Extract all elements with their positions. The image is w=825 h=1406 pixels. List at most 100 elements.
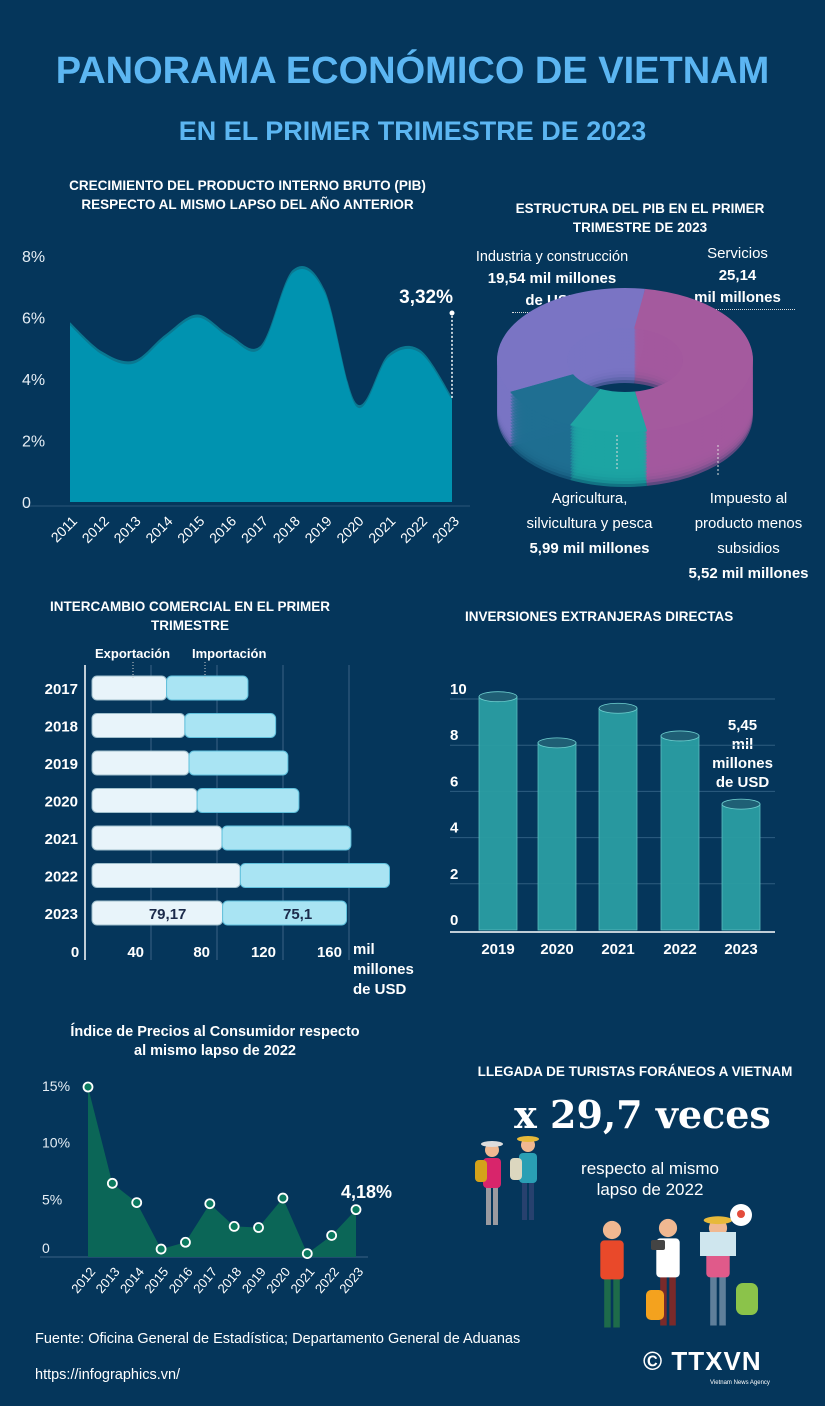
trade-year-label: 2017: [45, 681, 78, 698]
cpi-point: [204, 1198, 216, 1210]
annotation-line: de USD: [715, 774, 770, 791]
trade-xtick: 40: [127, 944, 144, 961]
gdp-xtick: 2022: [397, 513, 430, 546]
fdi-xtick: 2022: [663, 941, 696, 958]
donut-slice: [570, 388, 648, 432]
export-bar: [91, 825, 223, 851]
cpi-ytick: 0: [42, 1240, 50, 1256]
cpi-xtick: 2012: [68, 1264, 98, 1296]
location-pin-dot: [737, 1210, 745, 1218]
trade-year-label: 2022: [45, 869, 78, 886]
import-bar: [239, 863, 390, 888]
gdp-structure-title: ESTRUCTURA DEL PIB EN EL PRIMER TRIMESTR…: [480, 199, 800, 237]
fdi-ytick: 10: [450, 681, 467, 698]
gdp-xtick: 2014: [142, 513, 175, 546]
cpi-chart-title: Índice de Precios al Consumidor respecto…: [20, 1023, 410, 1061]
page-subtitle: EN EL PRIMER TRIMESTRE DE 2023: [178, 116, 647, 146]
trade-title-line: TRIMESTRE: [150, 618, 229, 633]
label-industria: Industria y construcción 19,54 mil millo…: [462, 246, 642, 313]
unit-line: millones: [353, 961, 414, 978]
slice-value: mil millones: [680, 287, 795, 310]
trade-xtick: 80: [193, 944, 210, 961]
logo-subtitle: Vietnam News Agency: [710, 1380, 770, 1386]
tourist-body: [519, 1153, 537, 1183]
fdi-chart-title: INVERSIONES EXTRANJERAS DIRECTAS: [465, 609, 734, 624]
tourist-leg: [529, 1180, 534, 1220]
cpi-xtick: 2014: [117, 1264, 147, 1296]
cpi-point: [106, 1177, 118, 1189]
suitcase-icon: [736, 1283, 758, 1315]
cpi-annotation: 4,18%: [341, 1182, 392, 1202]
tourist-body: [600, 1240, 624, 1280]
suitcase-icon: [646, 1290, 664, 1320]
gdp-xtick: 2019: [301, 513, 334, 546]
cpi-xtick: 2023: [336, 1264, 366, 1296]
trade-year-label: 2018: [45, 719, 78, 736]
export-bar: [91, 713, 186, 738]
label-impuesto: Impuesto al producto menos subsidios 5,5…: [676, 486, 821, 586]
cpi-point: [180, 1236, 191, 1248]
gdp-xtick: 2015: [174, 513, 207, 546]
tourist-leg: [604, 1275, 611, 1328]
trade-year-label: 2019: [45, 756, 78, 773]
fdi-xtick: 2019: [481, 941, 514, 958]
cpi-point: [155, 1243, 167, 1255]
gdp-annotation: 3,32%: [399, 287, 453, 308]
import-bar: [166, 675, 249, 701]
gdp-title-line: CRECIMIENTO DEL PRODUCTO INTERNO BRUTO (…: [69, 178, 426, 193]
fdi-xtick: 2021: [601, 941, 634, 958]
slice-value: 19,54 mil millones: [487, 270, 617, 287]
label-servicios: Servicios 25,14 mil millones: [680, 243, 795, 310]
source-url[interactable]: https://infographics.vn/: [35, 1367, 181, 1383]
trade-year-label: 2021: [45, 831, 78, 848]
fdi-xtick: 2020: [540, 941, 573, 958]
import-bar: [196, 788, 300, 813]
cpi-title-line: al mismo lapso de 2022: [134, 1043, 296, 1059]
tourist-head: [602, 1220, 622, 1240]
cpi-point: [228, 1221, 240, 1232]
camera-icon: [651, 1240, 665, 1250]
tourist-leg: [719, 1273, 726, 1326]
tourist-leg: [613, 1275, 620, 1328]
slice-label: Impuesto al: [709, 490, 788, 507]
fdi-bar-top: [598, 702, 638, 714]
slice-label: Industria y construcción: [475, 249, 629, 265]
import-bar: [188, 750, 289, 776]
fdi-xtick: 2023: [724, 941, 757, 958]
page-title: PANORAMA ECONÓMICO DE VIETNAM: [55, 50, 770, 92]
cpi-xtick: 2016: [166, 1264, 196, 1296]
donut-slice: [510, 374, 601, 426]
cpi-point: [253, 1222, 264, 1233]
gdp-xtick: 2017: [238, 513, 271, 546]
cpi-ytick: 15%: [42, 1078, 70, 1094]
trade-title-line: INTERCAMBIO COMERCIAL EN EL PRIMER: [49, 599, 330, 614]
fdi-ytick: 6: [450, 773, 458, 790]
trade-chart-title: INTERCAMBIO COMERCIAL EN EL PRIMER TRIME…: [20, 597, 360, 635]
gdp-xtick: 2016: [206, 513, 239, 546]
tourist-hat: [703, 1216, 733, 1225]
tourist-hat: [517, 1136, 539, 1142]
source-text: Fuente: Oficina General de Estadística; …: [35, 1331, 521, 1347]
slice-label: silvicultura y pesca: [526, 515, 653, 532]
tourism-multiplier: x 29,7 veces: [514, 1092, 771, 1137]
fdi-bar-top: [660, 730, 700, 742]
gdp-title-line: RESPECTO AL MISMO LAPSO DEL AÑO ANTERIOR: [81, 197, 414, 212]
legend-exportacion: Exportación: [95, 646, 171, 661]
tourist-hat: [481, 1141, 503, 1147]
import-bar: [221, 825, 352, 851]
slice-value: 5,99 mil millones: [529, 540, 650, 557]
cpi-title-line: Índice de Precios al Consumidor respecto: [70, 1024, 360, 1040]
tourist-leg: [522, 1180, 527, 1220]
tourist-leg: [486, 1185, 491, 1225]
gdp-chart-title: CRECIMIENTO DEL PRODUCTO INTERNO BRUTO (…: [30, 176, 465, 214]
gdp-ytick: 6%: [22, 311, 45, 328]
cpi-point: [326, 1230, 338, 1241]
tourist-body: [483, 1158, 501, 1188]
gdp-xtick: 2021: [365, 513, 398, 546]
map-icon: [700, 1232, 736, 1256]
gdp-ytick: 8%: [22, 249, 45, 266]
cpi-xtick: 2022: [312, 1264, 342, 1296]
tourist-leg: [493, 1185, 498, 1225]
export-bar: [91, 675, 168, 701]
